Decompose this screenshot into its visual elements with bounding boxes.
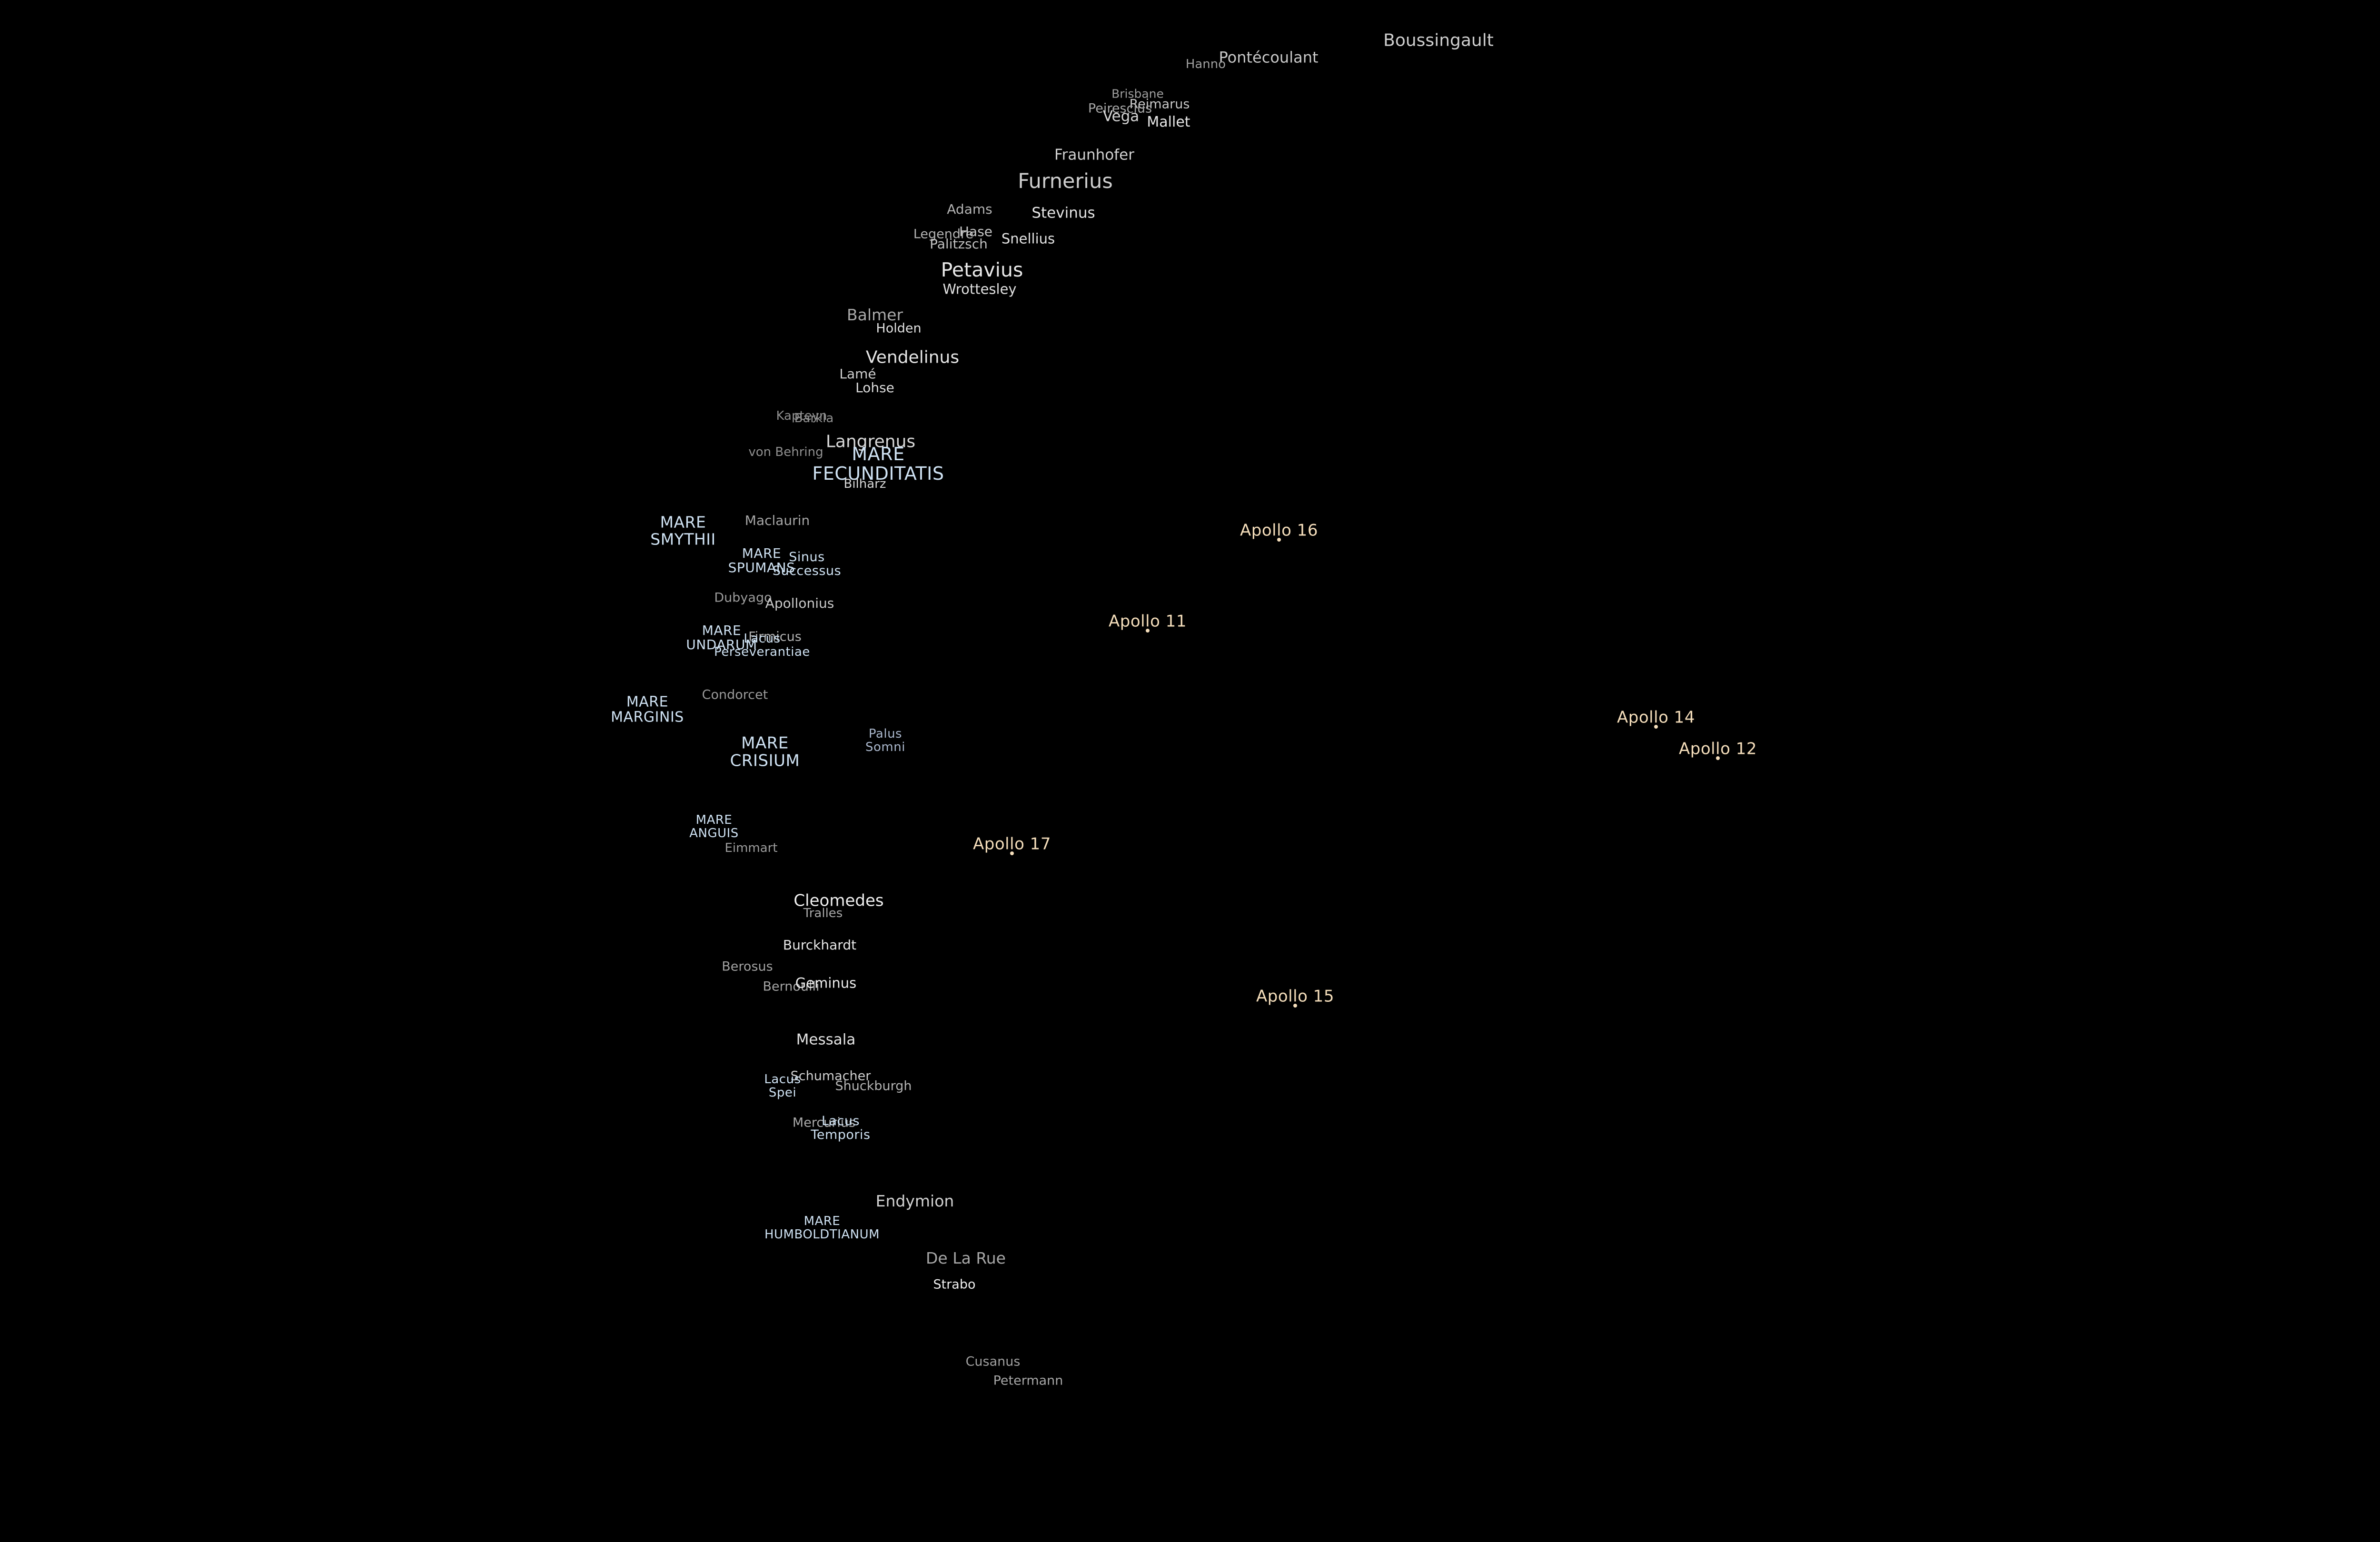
apollo-landing-site-dot-icon[interactable] — [1654, 725, 1658, 729]
apollo-landing-site-dot-icon[interactable] — [1146, 629, 1150, 633]
crater-label[interactable]: Firmicus — [748, 629, 802, 644]
crater-label[interactable]: Legendre — [913, 227, 974, 242]
mare-label[interactable]: Lacus Temporis — [811, 1113, 871, 1142]
crater-label[interactable]: Bernoulli — [763, 979, 820, 994]
crater-label[interactable]: Tralles — [803, 906, 843, 920]
crater-label[interactable]: Shuckburgh — [835, 1078, 912, 1094]
crater-label[interactable]: Strabo — [933, 1277, 976, 1292]
mare-label[interactable]: Sinus Successus — [772, 549, 842, 578]
crater-label[interactable]: Wrottesley — [942, 281, 1017, 297]
crater-label[interactable]: Boussingault — [1383, 30, 1494, 50]
crater-label[interactable]: Cusanus — [965, 1354, 1021, 1369]
crater-label[interactable]: Lohse — [855, 379, 894, 395]
apollo-landing-site-dot-icon[interactable] — [1716, 756, 1720, 760]
crater-label[interactable]: Palitzsch — [930, 236, 988, 252]
crater-label[interactable]: Schumacher — [790, 1068, 871, 1084]
crater-label[interactable]: Maclaurin — [744, 512, 810, 528]
crater-label[interactable]: Brisbane — [1111, 87, 1164, 101]
crater-label[interactable]: Condorcet — [702, 687, 768, 702]
mare-label[interactable]: Palus Somni — [865, 726, 905, 754]
crater-label[interactable]: Apollonius — [765, 595, 834, 611]
mare-label[interactable]: MARE ANGUIS — [689, 812, 739, 840]
mare-label[interactable]: MARE SMYTHII — [650, 513, 716, 548]
crater-label[interactable]: Barkla — [794, 411, 834, 425]
crater-label[interactable]: Balmer — [846, 306, 903, 325]
apollo-landing-site-label[interactable]: Apollo 14 — [1617, 708, 1695, 727]
crater-label[interactable]: Messala — [796, 1031, 856, 1048]
crater-label[interactable]: Geminus — [795, 975, 857, 991]
crater-label[interactable]: Peirescius — [1088, 101, 1152, 116]
crater-label[interactable]: Pontécoulant — [1219, 48, 1319, 67]
apollo-landing-site-dot-icon[interactable] — [1277, 538, 1281, 542]
crater-label[interactable]: Burckhardt — [783, 937, 857, 953]
mare-label[interactable]: MARE CRISIUM — [730, 733, 800, 770]
apollo-landing-site-dot-icon[interactable] — [1010, 851, 1014, 855]
crater-label[interactable]: Adams — [947, 201, 992, 217]
mare-label[interactable]: MARE FECUNDITATIS — [812, 443, 944, 484]
crater-label[interactable]: Kapteyn — [776, 408, 827, 423]
crater-label[interactable]: Langrenus — [825, 432, 916, 452]
crater-label[interactable]: Petermann — [993, 1373, 1063, 1388]
crater-label[interactable]: Snellius — [1001, 230, 1055, 247]
mare-label[interactable]: MARE HUMBOLDTIANUM — [764, 1214, 880, 1242]
crater-label[interactable]: Dubyago — [714, 590, 772, 605]
crater-label[interactable]: Vendelinus — [865, 347, 960, 367]
crater-label[interactable]: Lamé — [839, 366, 876, 382]
crater-label[interactable]: Berosus — [722, 959, 773, 974]
crater-label[interactable]: Eimmart — [724, 840, 778, 855]
crater-label[interactable]: Bilharz — [843, 476, 886, 491]
crater-label[interactable]: Fraunhofer — [1054, 146, 1134, 164]
crater-label[interactable]: De La Rue — [926, 1249, 1006, 1268]
crater-label[interactable]: Stevinus — [1031, 204, 1095, 222]
crater-label[interactable]: Mallet — [1147, 113, 1190, 130]
apollo-landing-site-label[interactable]: Apollo 17 — [973, 834, 1051, 854]
crater-label[interactable]: Endymion — [875, 1192, 954, 1211]
crater-label[interactable]: Furnerius — [1018, 169, 1113, 193]
apollo-landing-site-label[interactable]: Apollo 11 — [1109, 612, 1187, 631]
mare-label[interactable]: MARE SPUMANS — [728, 545, 795, 575]
apollo-landing-site-label[interactable]: Apollo 16 — [1240, 521, 1318, 540]
mare-label[interactable]: Lacus Spei — [764, 1072, 801, 1100]
mare-label[interactable]: Lacus Perseverantiae — [714, 631, 810, 659]
crater-label[interactable]: Cleomedes — [793, 891, 884, 910]
apollo-landing-site-dot-icon[interactable] — [1293, 1004, 1297, 1008]
crater-label[interactable]: Hanno — [1185, 57, 1226, 71]
crater-label[interactable]: von Behring — [748, 445, 823, 459]
apollo-landing-site-label[interactable]: Apollo 12 — [1679, 739, 1757, 759]
mare-label[interactable]: MARE MARGINIS — [611, 693, 684, 726]
crater-label[interactable]: Reimarus — [1129, 97, 1190, 112]
apollo-landing-site-label[interactable]: Apollo 15 — [1256, 987, 1334, 1006]
crater-label[interactable]: Holden — [876, 321, 922, 336]
crater-label[interactable]: Vega — [1102, 108, 1140, 125]
crater-label[interactable]: Mercurius — [792, 1115, 856, 1130]
crater-label[interactable]: Hase — [959, 223, 993, 239]
crater-label[interactable]: Petavius — [941, 258, 1023, 281]
mare-label[interactable]: MARE UNDARUM — [686, 622, 757, 652]
